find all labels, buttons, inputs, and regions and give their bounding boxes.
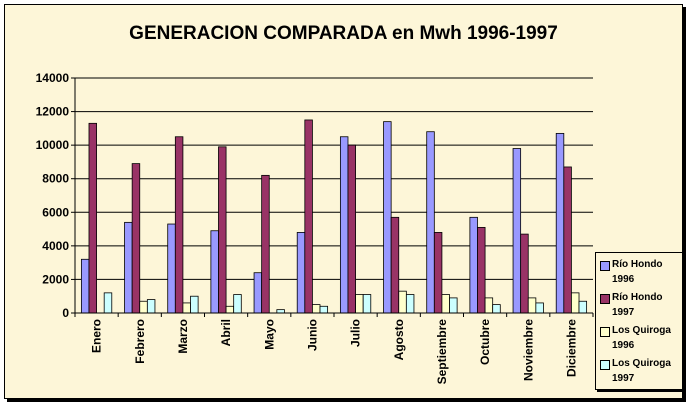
legend-label-line: 1997 xyxy=(612,373,635,384)
bar xyxy=(319,305,329,314)
y-tick-label: 4000 xyxy=(42,239,69,253)
bar xyxy=(174,136,184,314)
bar xyxy=(563,166,572,314)
x-tick-label: Agosto xyxy=(392,319,406,360)
x-tick-label: Febrero xyxy=(133,319,147,364)
x-tick-label: Junio xyxy=(305,319,319,351)
legend-label: Río Hondo 1996 xyxy=(612,257,684,287)
bar xyxy=(355,294,364,314)
legend-label-line: Los Quiroga xyxy=(612,325,671,336)
bar xyxy=(210,230,219,314)
legend-label-line: Los Quiroga xyxy=(612,358,671,369)
x-tick-label: Septiembre xyxy=(435,319,449,385)
bar xyxy=(296,232,306,314)
bar xyxy=(527,297,537,314)
bar xyxy=(535,302,544,314)
bar xyxy=(88,122,97,314)
bar xyxy=(218,146,227,314)
y-tick-label: 6000 xyxy=(42,205,69,219)
legend-label-line: 1996 xyxy=(612,274,635,285)
bar xyxy=(146,299,156,314)
bar xyxy=(441,294,450,314)
bar xyxy=(520,233,529,314)
x-tick-label: Enero xyxy=(90,319,104,353)
bar xyxy=(233,294,242,314)
bar xyxy=(578,300,588,314)
legend-item: Río Hondo 1996 xyxy=(600,257,682,289)
bar xyxy=(139,300,148,314)
bar xyxy=(103,292,113,314)
bar xyxy=(555,132,565,314)
legend-item: Río Hondo 1997 xyxy=(600,290,682,322)
bar xyxy=(433,232,443,314)
bar xyxy=(405,294,415,314)
y-tick-label: 10000 xyxy=(36,138,70,152)
bar xyxy=(131,163,141,314)
legend-item: Los Quiroga 1997 xyxy=(600,356,682,388)
legend-label-line: Río Hondo xyxy=(612,292,663,303)
legend-label: Los Quiroga 1997 xyxy=(612,356,684,386)
bar xyxy=(571,292,580,314)
legend-swatch xyxy=(600,261,610,271)
legend-swatch xyxy=(600,327,610,337)
bar xyxy=(261,174,270,314)
x-tick-label: Noviembre xyxy=(521,319,535,381)
bar xyxy=(512,148,522,314)
bar xyxy=(167,223,176,314)
y-tick-label: 14000 xyxy=(36,71,70,85)
x-tick-label: Abril xyxy=(219,319,233,346)
bar xyxy=(383,121,392,314)
bar xyxy=(339,136,349,314)
bar xyxy=(253,272,263,314)
legend-swatch xyxy=(600,294,610,304)
y-tick-label: 0 xyxy=(62,306,69,320)
bar xyxy=(426,131,435,314)
bar xyxy=(477,226,486,314)
bar xyxy=(225,305,235,314)
bar xyxy=(362,294,372,314)
chart-title: GENERACION COMPARADA en Mwh 1996-1997 xyxy=(129,23,558,44)
bar xyxy=(492,304,501,314)
y-tick-label: 2000 xyxy=(42,272,69,286)
legend-label-line: Río Hondo xyxy=(612,259,663,270)
bar xyxy=(390,216,400,314)
bar xyxy=(80,258,90,314)
bar xyxy=(312,304,321,314)
bar xyxy=(190,295,199,314)
bar xyxy=(182,302,191,314)
legend-label: Los Quiroga 1996 xyxy=(612,323,684,353)
x-tick-label: Julio xyxy=(349,319,363,347)
bar xyxy=(124,221,133,314)
bar xyxy=(276,309,285,314)
x-tick-label: Diciembre xyxy=(564,319,578,377)
bar xyxy=(347,144,356,314)
x-tick-label: Octubre xyxy=(478,319,492,365)
legend-swatch xyxy=(600,360,610,370)
y-tick-label: 8000 xyxy=(42,172,69,186)
legend-label-line: 1996 xyxy=(612,340,635,351)
legend-label-line: 1997 xyxy=(612,307,635,318)
bar xyxy=(304,119,313,314)
chart-frame: GENERACION COMPARADA en Mwh 1996-1997 0 2… xyxy=(4,4,683,399)
plot-background xyxy=(75,78,593,313)
bar xyxy=(449,297,458,314)
legend-item: Los Quiroga 1996 xyxy=(600,323,682,355)
legend: Río Hondo 1996 Río Hondo 1997 Los Quiroga 199… xyxy=(595,252,683,390)
legend-label: Río Hondo 1997 xyxy=(612,290,684,320)
x-tick-label: Marzo xyxy=(176,319,190,354)
y-tick-label: 12000 xyxy=(36,105,70,119)
x-tick-label: Mayo xyxy=(262,319,276,350)
plot-area: 0 2000 4000 6000 8000 10000 12000 14000 Enero Feb… xyxy=(36,71,594,385)
bar xyxy=(469,216,478,314)
bar xyxy=(398,290,407,314)
bar xyxy=(484,297,494,314)
